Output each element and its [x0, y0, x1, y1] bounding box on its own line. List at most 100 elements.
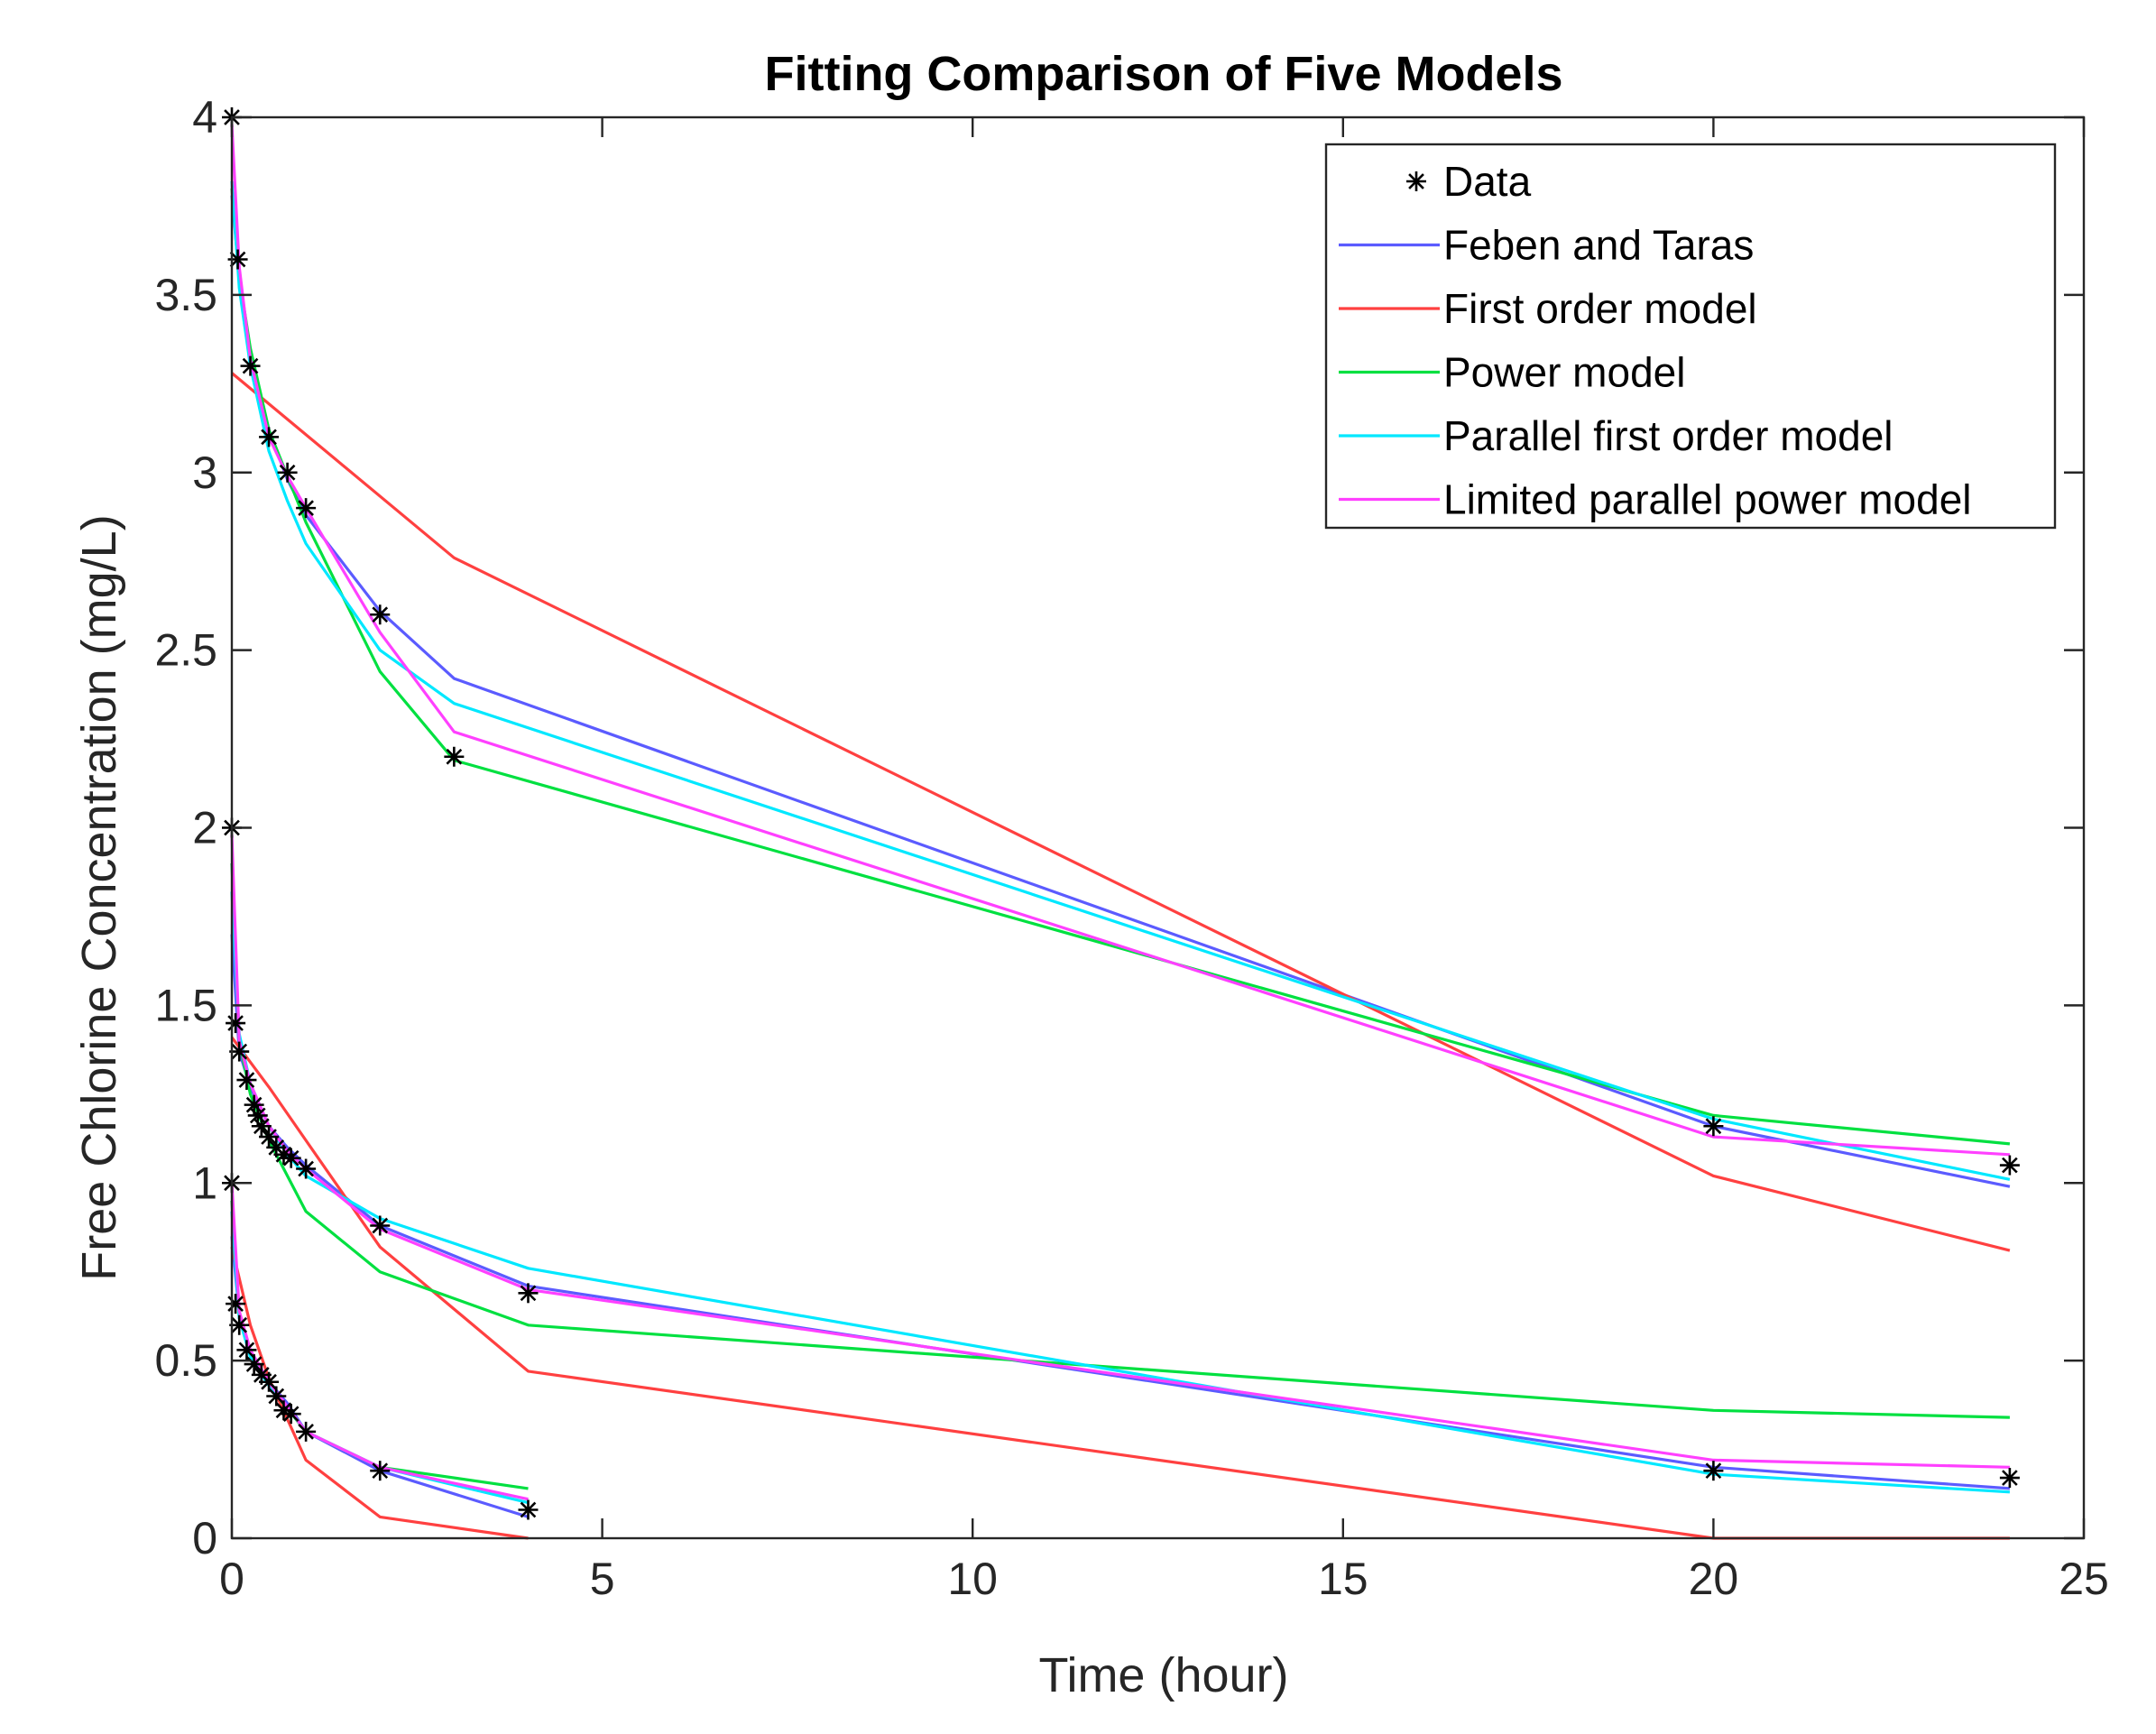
y-axis-label: Free Chlorine Concentration (mg/L)	[72, 514, 126, 1280]
marker-stroke	[2002, 1157, 2018, 1174]
data-point	[1703, 1461, 1724, 1481]
data-point	[281, 1404, 301, 1425]
series-line	[230, 124, 2010, 1157]
data-point	[1999, 1155, 2020, 1176]
marker-stroke	[446, 748, 463, 765]
data-point	[296, 1158, 317, 1179]
data-point	[251, 1116, 272, 1137]
marker-stroke	[279, 464, 296, 481]
marker-stroke	[238, 1072, 255, 1088]
data-point	[226, 1013, 246, 1034]
data-point	[370, 604, 391, 625]
data-point	[444, 746, 465, 767]
marker-stroke	[275, 1146, 292, 1163]
marker-stroke	[261, 1129, 277, 1145]
series-line	[230, 372, 2011, 1252]
marker-stroke	[231, 1316, 248, 1333]
y-tick-label: 2.5	[154, 625, 217, 676]
data-point	[281, 1148, 301, 1168]
x-tick-label: 0	[219, 1554, 244, 1604]
marker-stroke	[268, 1139, 285, 1156]
marker-stroke	[282, 1406, 299, 1423]
series-line	[230, 180, 2011, 1181]
data-point	[240, 355, 261, 376]
data-point	[266, 1386, 287, 1407]
marker-stroke	[520, 1501, 537, 1518]
legend-marker-asterisk	[1406, 171, 1426, 191]
marker-stroke	[372, 606, 389, 623]
data-group	[222, 1173, 539, 1520]
marker-stroke	[298, 1424, 314, 1440]
marker-stroke	[372, 1217, 389, 1234]
y-tick-label: 1.5	[154, 980, 217, 1030]
legend-label: Parallel first order model	[1443, 412, 1893, 459]
marker-stroke	[520, 1285, 537, 1302]
marker-stroke	[253, 1118, 270, 1135]
x-tick-label: 20	[1689, 1554, 1739, 1604]
data-point	[259, 1371, 280, 1392]
x-tick-label: 25	[2059, 1554, 2109, 1604]
marker-stroke	[231, 1043, 248, 1060]
legend-box	[1324, 143, 2057, 530]
y-tick-label: 1	[192, 1158, 217, 1208]
legend-item-data: Data	[1406, 158, 1532, 205]
marker-stroke	[245, 1096, 263, 1113]
axes-layer: 0 5 10 15 20 25 0 0.5 1 1.5 2 2.5 3 3.5 4	[154, 92, 2108, 1604]
marker-stroke	[261, 429, 277, 446]
marker-stroke	[282, 1149, 299, 1167]
legend-label: Limited parallel power model	[1443, 476, 1972, 523]
data-point	[518, 1283, 539, 1304]
marker-stroke	[298, 1160, 314, 1177]
marker-stroke	[242, 357, 259, 374]
data-point	[259, 427, 280, 447]
marker-stroke	[2002, 1470, 2018, 1486]
marker-stroke	[1408, 173, 1424, 189]
marker-stroke	[261, 1373, 277, 1390]
y-tick-label: 0	[192, 1513, 217, 1563]
marker-stroke	[1705, 1118, 1722, 1135]
data-point	[518, 1499, 539, 1520]
marker-stroke	[249, 1107, 266, 1124]
marker-stroke	[1705, 1462, 1722, 1480]
data-point	[1999, 1468, 2020, 1489]
marker-stroke	[229, 251, 246, 268]
x-tick-label: 10	[947, 1554, 998, 1604]
legend-label: Power model	[1443, 349, 1685, 396]
legend: Data Feben and Taras First order model Powe…	[1324, 143, 2057, 530]
x-tick-label: 15	[1318, 1554, 1368, 1604]
series-line	[230, 835, 2010, 1469]
data-point	[370, 1215, 391, 1236]
legend-label: First order model	[1443, 285, 1757, 332]
y-tick-label: 3.5	[154, 270, 217, 320]
y-tick-label: 3	[192, 447, 217, 498]
data-point	[236, 1070, 257, 1091]
legend-item-power-model: Power model	[1339, 349, 1685, 396]
marker-stroke	[275, 1402, 292, 1419]
data-point	[259, 1127, 280, 1148]
y-tick-label: 0.5	[154, 1335, 217, 1386]
marker-stroke	[268, 1388, 285, 1405]
legend-label: Data	[1443, 158, 1532, 205]
data-point	[244, 1354, 264, 1375]
data-point	[277, 462, 298, 483]
data-point	[226, 1294, 246, 1314]
legend-item-feben-and-taras: Feben and Taras	[1339, 222, 1754, 269]
marker-stroke	[238, 1342, 255, 1359]
legend-label: Feben and Taras	[1443, 222, 1754, 269]
y-tick-label: 4	[192, 92, 217, 143]
data-point	[1703, 1116, 1724, 1137]
marker-stroke	[372, 1462, 389, 1480]
chart-title: Fitting Comparison of Five Models	[764, 47, 1562, 101]
x-axis-label: Time (hour)	[1038, 1648, 1288, 1702]
legend-item-limited-parallel-power-model: Limited parallel power model	[1339, 476, 1972, 523]
legend-item-parallel-first-order-model: Parallel first order model	[1339, 412, 1893, 459]
x-tick-label: 5	[590, 1554, 615, 1604]
marker-stroke	[298, 500, 314, 516]
legend-item-first-order-model: First order model	[1339, 285, 1757, 332]
marker-stroke	[245, 1356, 263, 1372]
data-point	[370, 1461, 391, 1481]
data-point	[236, 1340, 257, 1360]
data-group	[222, 817, 2020, 1489]
data-point	[296, 1421, 317, 1442]
